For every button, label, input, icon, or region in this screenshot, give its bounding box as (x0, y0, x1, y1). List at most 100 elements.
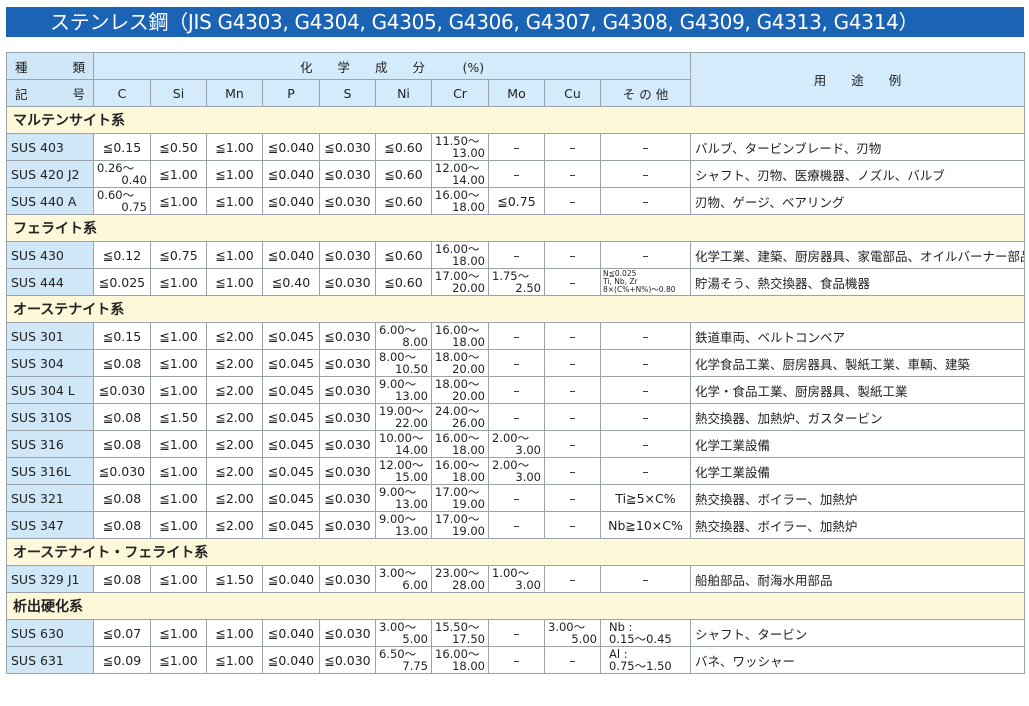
type-cell: SUS 329 J1 (6, 565, 94, 593)
value-line: 14.00 (452, 173, 485, 187)
value-line: 22.00 (395, 416, 428, 430)
value-cell: ≦0.040 (262, 133, 320, 161)
value-cell: 9.00〜 13.00 (375, 511, 432, 539)
value-line: 17.00〜 (435, 269, 480, 283)
value-line: 20.00 (452, 281, 485, 295)
value-line: 17.50 (452, 632, 485, 646)
section-row: オーステナイト・フェライト系 (5, 538, 1026, 566)
value-cell: – (599, 430, 692, 458)
value-cell: ≦2.00 (206, 511, 263, 539)
value-cell: 6.50〜 7.75 (375, 646, 432, 674)
type-cell: SUS 347 (6, 511, 94, 539)
value-cell: ≦1.00 (150, 565, 207, 593)
value-cell: ≦0.040 (262, 187, 320, 215)
value-line: 2.50 (515, 281, 541, 295)
value-cell: 3.00〜 5.00 (375, 619, 432, 647)
table-row: SUS 301 ≦0.15 ≦1.00 ≦2.00 ≦0.045 ≦0.030 6.00〜 8… (6, 322, 1026, 350)
value-cell: ≦0.75 (150, 241, 207, 269)
value-line: 16.00〜 (435, 242, 480, 256)
value-cell: 9.00〜 13.00 (375, 484, 432, 512)
value-cell: 2.00〜 3.00 (488, 457, 545, 485)
symbol-header: 記号 (6, 79, 94, 107)
type-cell: SUS 310S (6, 403, 94, 431)
value-cell: 11.50〜 13.00 (431, 133, 489, 161)
value-line: 13.00 (452, 146, 485, 160)
column-header: Si (150, 79, 207, 107)
value-cell: ≦0.025 (93, 268, 151, 296)
value-cell: – (488, 241, 545, 269)
value-cell: 9.00〜 13.00 (375, 376, 432, 404)
value-cell: ≦0.030 (319, 241, 376, 269)
value-cell: ≦1.00 (206, 133, 263, 161)
value-cell: ≦0.045 (262, 457, 320, 485)
value-line: 14.00 (395, 443, 428, 457)
value-cell: 17.00〜 19.00 (431, 484, 489, 512)
value-cell: ≦0.030 (319, 484, 376, 512)
value-cell: ≦0.15 (93, 322, 151, 350)
value-cell: 19.00〜 22.00 (375, 403, 432, 431)
value-cell: 1.75〜 2.50 (488, 268, 545, 296)
value-cell: 24.00〜 26.00 (431, 403, 489, 431)
value-line: 8.00 (402, 335, 428, 349)
other-line: Ti, Nb, Zr (603, 277, 638, 286)
table-row: SUS 347 ≦0.08 ≦1.00 ≦2.00 ≦0.045 ≦0.030 9.00〜 1… (6, 511, 1026, 539)
other-line: N≦0.025 (603, 269, 637, 278)
value-cell: – (544, 133, 601, 161)
value-line: 5.00 (571, 632, 597, 646)
value-cell: – (544, 403, 601, 431)
value-cell: – (488, 403, 545, 431)
section-label: フェライト系 (5, 214, 1026, 242)
value-cell: ≦1.00 (150, 268, 207, 296)
other-line: 0.75〜1.50 (609, 659, 672, 673)
table-row: SUS 316L ≦0.030 ≦1.00 ≦2.00 ≦0.045 ≦0.030 12.0… (6, 457, 1026, 485)
value-line: 3.00〜 (379, 566, 417, 580)
value-line: 3.00 (515, 470, 541, 484)
value-line: 23.00〜 (435, 566, 480, 580)
column-header: Mo (488, 79, 545, 107)
type-header-char: 種 (15, 59, 28, 75)
value-cell: ≦1.00 (150, 322, 207, 350)
value-cell: ≦0.08 (93, 349, 151, 377)
value-line: 10.00〜 (379, 431, 424, 445)
value-line: 17.00〜 (435, 485, 480, 499)
use-cell: バルブ、タービンブレード、刃物 (690, 133, 1026, 161)
value-cell: – (544, 322, 601, 350)
column-header: Ni (375, 79, 432, 107)
type-header-char: 類 (72, 59, 85, 75)
value-cell: ≦0.040 (262, 646, 320, 674)
value-line: 0.60〜 (97, 188, 135, 202)
value-cell: ≦1.00 (150, 619, 207, 647)
value-line: 16.00〜 (435, 323, 480, 337)
type-cell: SUS 440 A (6, 187, 94, 215)
value-line: 19.00〜 (379, 404, 424, 418)
value-cell: – (599, 241, 692, 269)
value-line: 9.00〜 (379, 512, 417, 526)
value-cell: ≦0.045 (262, 430, 320, 458)
value-cell: ≦0.040 (262, 565, 320, 593)
value-cell: ≦1.00 (150, 349, 207, 377)
value-line: 0.40 (121, 173, 147, 187)
table-row: SUS 316 ≦0.08 ≦1.00 ≦2.00 ≦0.045 ≦0.030 10.00〜… (6, 430, 1026, 458)
value-line: 19.00 (452, 497, 485, 511)
value-cell: 3.00〜 6.00 (375, 565, 432, 593)
value-cell: ≦1.00 (150, 646, 207, 674)
value-cell: ≦0.030 (319, 268, 376, 296)
value-cell: 3.00〜 5.00 (544, 619, 601, 647)
value-cell: Nb≧10×C% (599, 511, 692, 539)
value-line: 16.00〜 (435, 188, 480, 202)
value-cell: – (488, 619, 545, 647)
value-line: 18.00 (452, 470, 485, 484)
value-cell: – (599, 322, 692, 350)
value-cell: 16.00〜 18.00 (431, 430, 489, 458)
value-line: 17.00〜 (435, 512, 480, 526)
value-line: 15.00 (395, 470, 428, 484)
symbol-header-char: 号 (72, 86, 85, 102)
value-cell: 18.00〜 20.00 (431, 376, 489, 404)
value-line: 0.26〜 (97, 161, 135, 175)
value-cell: ≦2.00 (206, 349, 263, 377)
value-line: 12.00〜 (379, 458, 424, 472)
other-cell: Nb :0.15〜0.45 (599, 619, 692, 647)
value-cell: 16.00〜 18.00 (431, 457, 489, 485)
value-cell: ≦1.00 (150, 430, 207, 458)
column-header: P (262, 79, 320, 107)
